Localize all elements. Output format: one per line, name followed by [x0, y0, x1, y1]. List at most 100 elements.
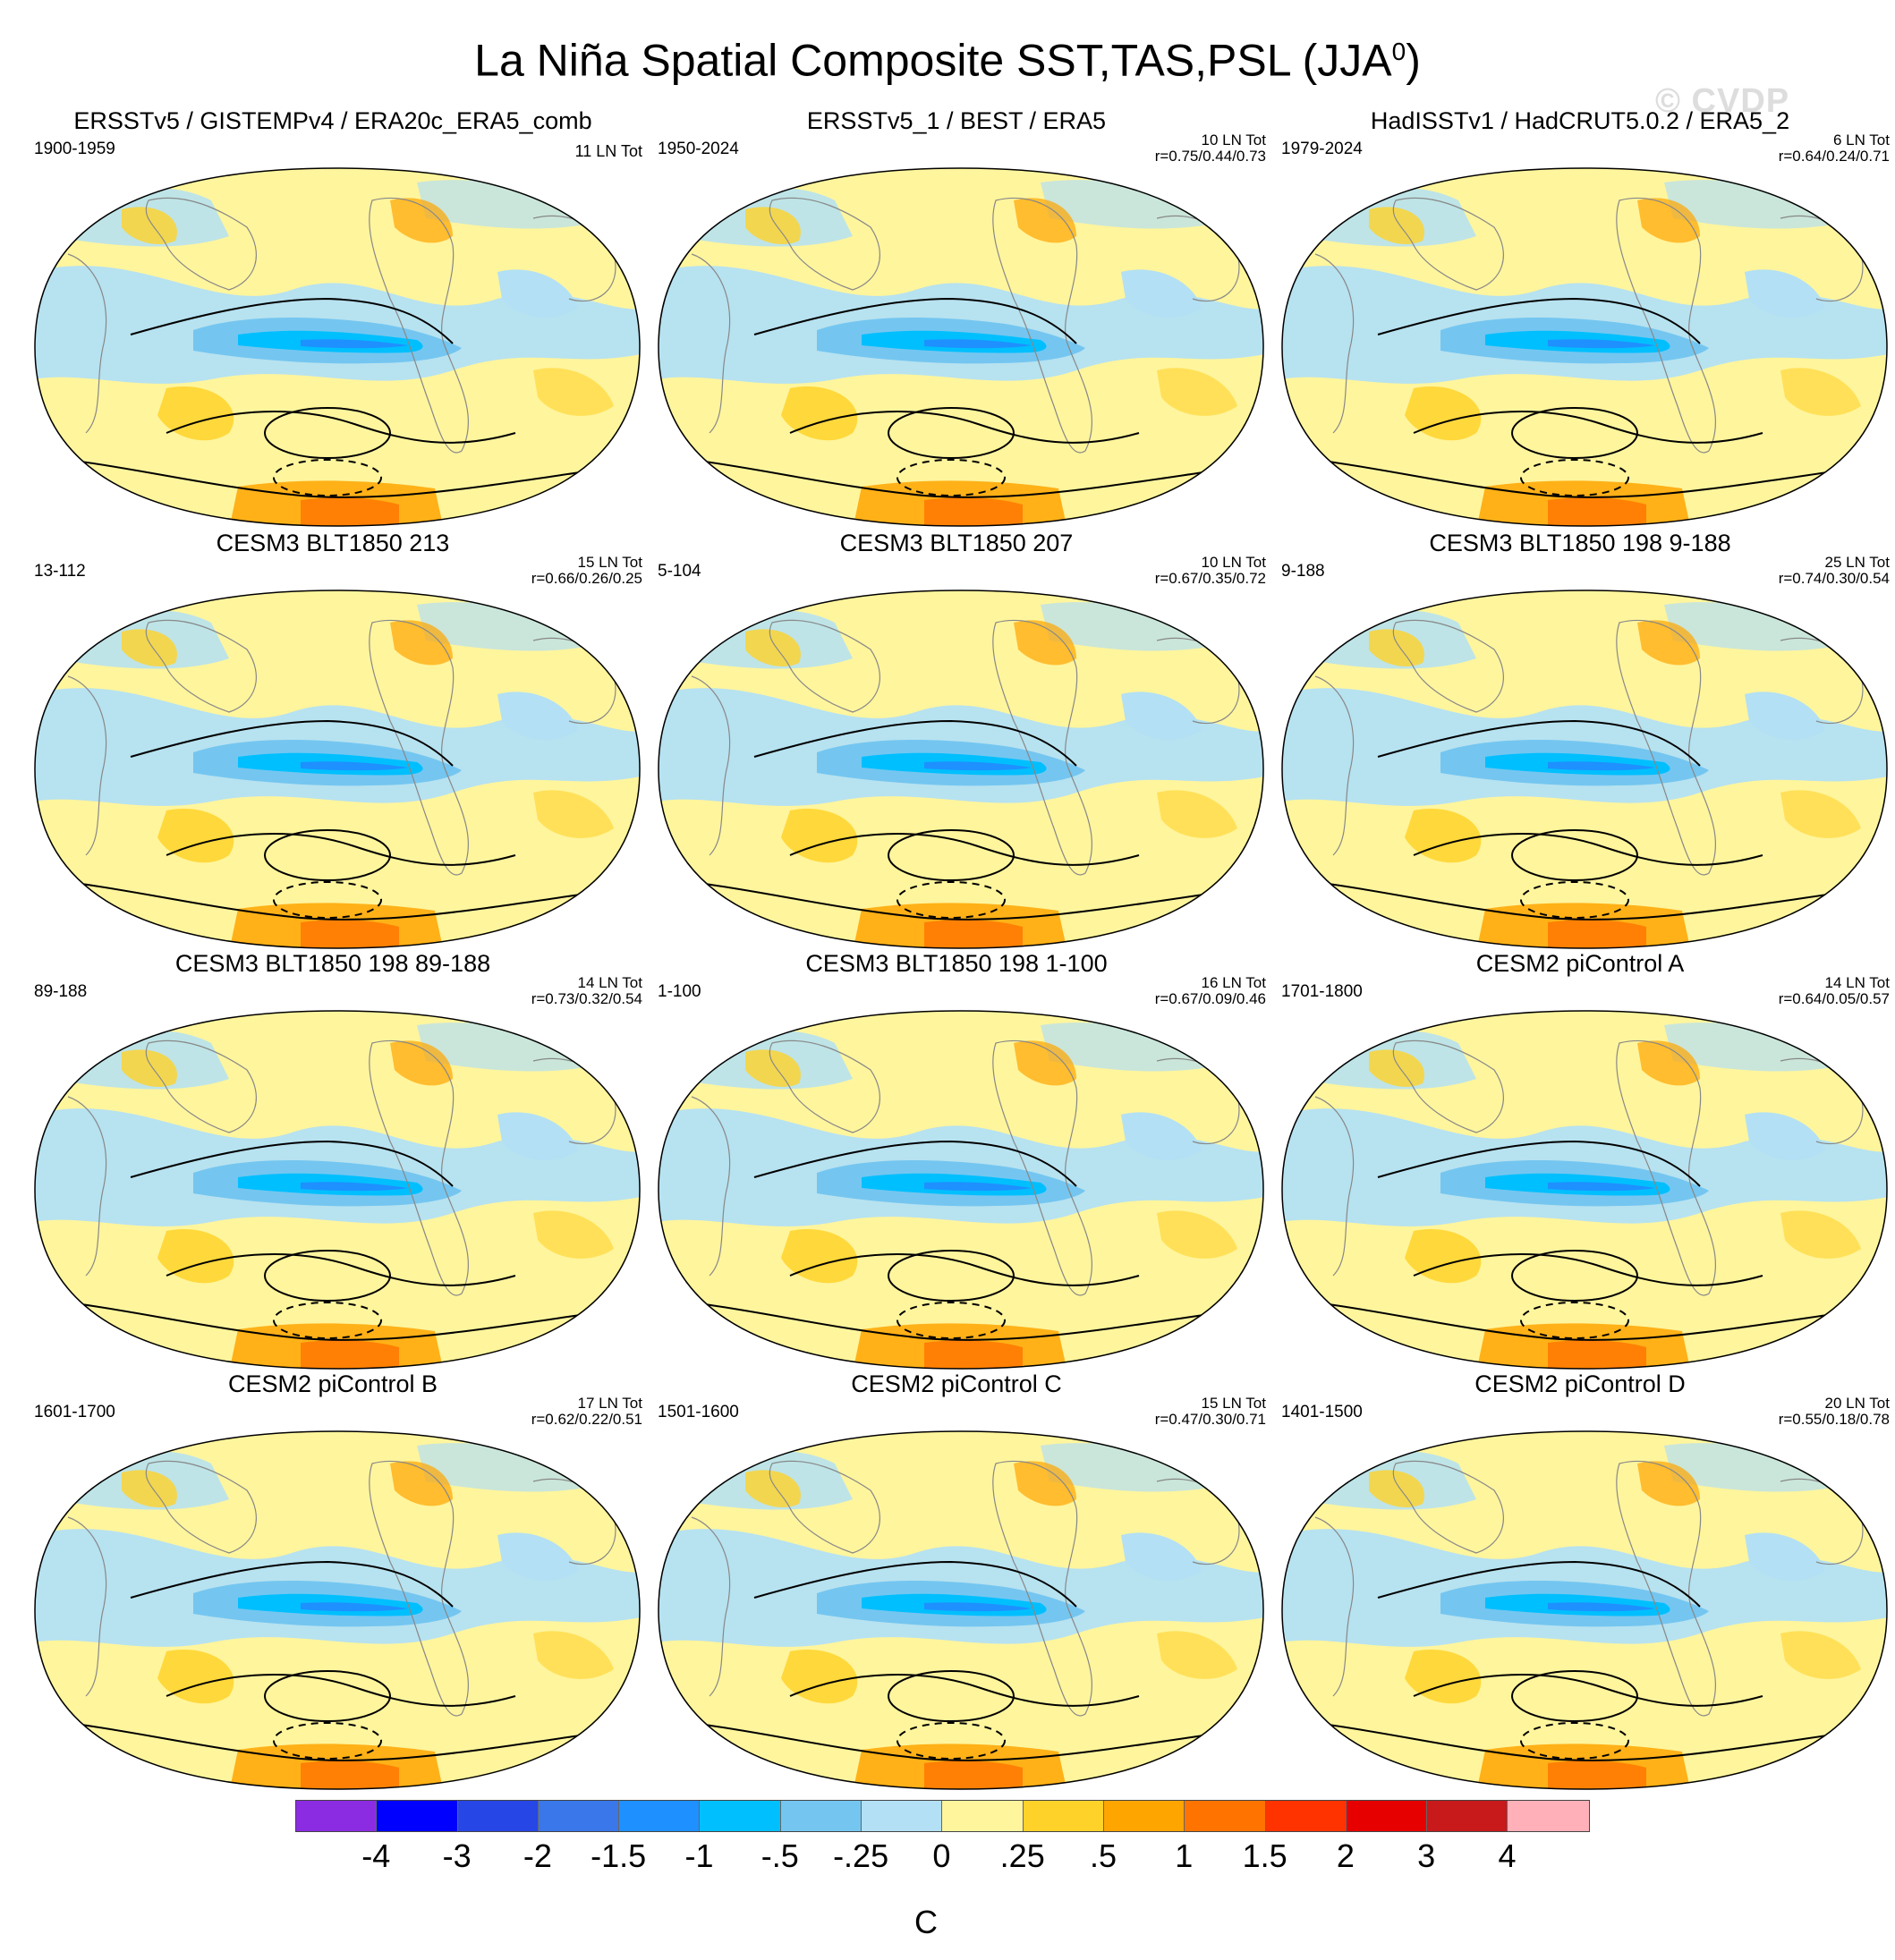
panel-stats: 6 LN Tot r=0.64/0.24/0.71: [1779, 132, 1890, 165]
coastline: [1314, 253, 1355, 434]
coastline: [1616, 1460, 1717, 1717]
coastline: [145, 1039, 257, 1133]
warm-anomaly-region: [301, 1761, 399, 1789]
psl-contour: [264, 407, 391, 459]
coastline: [992, 1039, 1093, 1296]
warm-anomaly-region: [1157, 790, 1237, 838]
warm-anomaly-region: [1369, 207, 1424, 245]
map-panel: CESM3 BLT1850 198 89-188 89-188 14 LN To…: [20, 948, 646, 1378]
panel-stats: 15 LN Tot r=0.47/0.30/0.71: [1155, 1396, 1266, 1428]
colorbar-tick-label: 2: [1336, 1837, 1355, 1874]
warm-anomaly-region: [1548, 920, 1646, 948]
warm-anomaly-region: [533, 1631, 614, 1679]
warm-anomaly-region: [533, 368, 614, 416]
warm-anomaly-region: [157, 1650, 234, 1704]
warm-anomaly-region: [1405, 1229, 1482, 1284]
event-count: 20 LN Tot: [1824, 1395, 1890, 1412]
coastline: [992, 619, 1093, 876]
psl-contour: [691, 459, 1229, 498]
panel-period: 1950-2024: [658, 140, 739, 158]
robinson-map: [34, 590, 641, 949]
warm-anomaly-region: [1369, 1470, 1424, 1508]
psl-contour-negative: [1520, 459, 1629, 496]
event-count: 11 LN Tot: [574, 142, 642, 160]
coastline: [369, 197, 470, 454]
warm-anomaly-region: [1780, 790, 1861, 838]
warm-anomaly-region: [1014, 1461, 1076, 1506]
map-border: [1281, 1430, 1888, 1790]
colorbar-swatch: [700, 1801, 781, 1831]
warm-anomaly-region: [1014, 198, 1076, 243]
psl-contour: [1314, 459, 1853, 498]
warm-anomaly-region: [1014, 620, 1076, 666]
psl-contour-negative: [1520, 1302, 1629, 1339]
coastline: [769, 1460, 880, 1554]
cool-anomaly-region: [924, 1182, 1032, 1192]
colorbar-swatch: [862, 1801, 943, 1831]
colorbar-swatch: [377, 1801, 458, 1831]
psl-contour: [691, 1722, 1229, 1761]
psl-contour: [1511, 829, 1638, 881]
panel-title: CESM2 piControl D: [1474, 1370, 1686, 1397]
coastline: [67, 1096, 107, 1277]
coastline: [691, 1516, 731, 1697]
figure-title: La Niña Spatial Composite SST,TAS,PSL (J…: [474, 35, 1421, 86]
psl-contour: [888, 407, 1015, 459]
colorbar-swatch: [1508, 1801, 1589, 1831]
colorbar-labels: -4 -3 -2 -1.5 -1 -.5 -.25 0 .25 .5 1 1.5 2 3 4: [295, 1832, 1590, 1877]
psl-contour: [1377, 297, 1701, 344]
coastline: [67, 675, 107, 856]
cool-anomaly-region: [1745, 692, 1825, 740]
warm-anomaly-region: [390, 198, 453, 243]
colorbar-tick-label: 1.5: [1242, 1837, 1287, 1874]
warm-anomaly-region: [745, 629, 801, 667]
colorbar-swatch: [296, 1801, 378, 1831]
map-border: [34, 590, 641, 949]
colorbar-swatch: [1427, 1801, 1508, 1831]
cool-anomaly-region: [924, 339, 1032, 349]
warm-anomaly-region: [301, 920, 399, 948]
psl-contour: [1511, 1670, 1638, 1722]
psl-contour: [789, 833, 1140, 866]
warm-anomaly-region: [1780, 1210, 1861, 1259]
warm-anomaly-region: [1637, 198, 1700, 243]
panel-stats: 14 LN Tot r=0.64/0.05/0.57: [1779, 975, 1890, 1007]
colorbar-swatch: [1265, 1801, 1347, 1831]
warm-anomaly-region: [1405, 1650, 1482, 1704]
panel-title: ERSSTv5_1 / BEST / ERA5: [806, 107, 1107, 134]
correlation-values: r=0.74/0.30/0.54: [1778, 570, 1890, 587]
panel-title: CESM3 BLT1850 198 89-188: [174, 950, 491, 977]
cool-anomaly-region: [497, 269, 578, 318]
panel-stats: 10 LN Tot r=0.75/0.44/0.73: [1155, 132, 1266, 165]
colorbar-tick-label: 3: [1417, 1837, 1436, 1874]
event-count: 14 LN Tot: [1824, 974, 1890, 991]
warm-anomaly-region: [1637, 1040, 1700, 1086]
psl-contour: [130, 719, 454, 767]
coastline: [691, 675, 731, 856]
colorbar-tick-label: -2: [523, 1837, 552, 1874]
cool-anomaly-region: [301, 339, 408, 349]
map-border: [658, 1430, 1264, 1790]
warm-anomaly-region: [157, 386, 234, 441]
coastline: [992, 1460, 1093, 1717]
panel-title: CESM3 BLT1850 207: [839, 530, 1074, 556]
event-count: 10 LN Tot: [1201, 554, 1266, 571]
event-count: 10 LN Tot: [1201, 132, 1266, 148]
coastline: [691, 253, 731, 434]
panel-period: 1900-1959: [34, 140, 115, 158]
warm-anomaly-region: [781, 1229, 858, 1284]
coastline: [769, 1039, 880, 1133]
warm-anomaly-region: [122, 207, 177, 245]
map-panel: CESM2 piControl A 1701-1800 14 LN Tot r=0…: [1267, 948, 1893, 1378]
map-panel: ERSSTv5_1 / BEST / ERA5 1950-2024 10 LN …: [643, 106, 1270, 535]
psl-contour: [67, 459, 606, 498]
panel-title: CESM2 piControl B: [227, 1370, 438, 1397]
colorbar-swatch: [538, 1801, 620, 1831]
colorbar-tick-label: -.25: [833, 1837, 889, 1874]
psl-contour-negative: [897, 881, 1006, 919]
colorbar-tick-label: -1: [684, 1837, 714, 1874]
colorbar-swatch: [1023, 1801, 1104, 1831]
warm-anomaly-region: [122, 1470, 177, 1508]
panel-stats: 25 LN Tot r=0.74/0.30/0.54: [1779, 555, 1890, 587]
psl-contour: [888, 829, 1015, 881]
